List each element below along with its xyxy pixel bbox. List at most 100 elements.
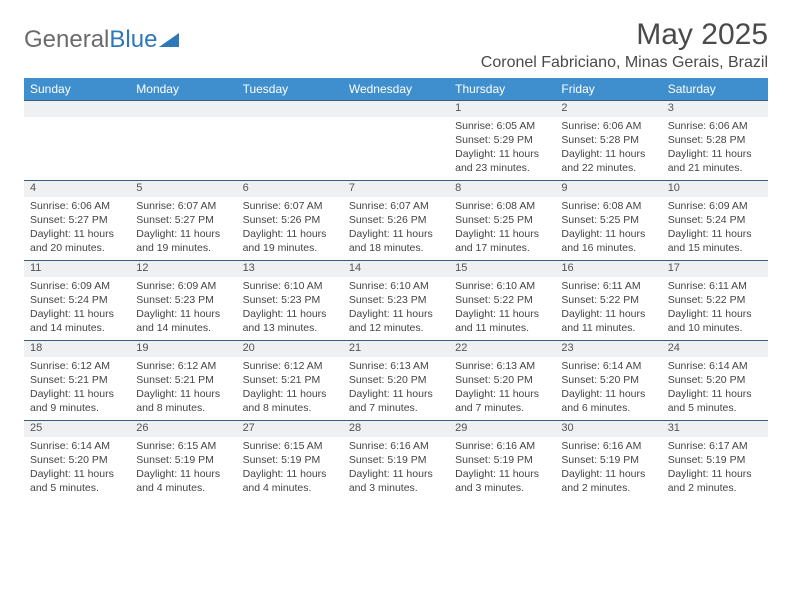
sunrise-text: Sunrise: 6:09 AM bbox=[30, 279, 124, 293]
week-number-row: 25262728293031 bbox=[24, 421, 768, 437]
day-number-cell: 13 bbox=[237, 261, 343, 277]
day-number-cell: 17 bbox=[662, 261, 768, 277]
daylight-text: Daylight: 11 hours and 16 minutes. bbox=[561, 227, 655, 255]
brand-triangle-icon bbox=[159, 33, 179, 47]
daylight-text: Daylight: 11 hours and 7 minutes. bbox=[349, 387, 443, 415]
day-number-cell: 15 bbox=[449, 261, 555, 277]
daylight-text: Daylight: 11 hours and 10 minutes. bbox=[668, 307, 762, 335]
sunset-text: Sunset: 5:20 PM bbox=[561, 373, 655, 387]
sunrise-text: Sunrise: 6:12 AM bbox=[136, 359, 230, 373]
daylight-text: Daylight: 11 hours and 2 minutes. bbox=[668, 467, 762, 495]
brand-logo: GeneralBlue bbox=[24, 18, 179, 54]
sunrise-text: Sunrise: 6:11 AM bbox=[668, 279, 762, 293]
sunrise-text: Sunrise: 6:09 AM bbox=[136, 279, 230, 293]
day-number-cell: 24 bbox=[662, 341, 768, 357]
day-number-cell: 9 bbox=[555, 181, 661, 197]
col-monday: Monday bbox=[130, 78, 236, 101]
day-number-cell: 21 bbox=[343, 341, 449, 357]
day-body-cell: Sunrise: 6:13 AMSunset: 5:20 PMDaylight:… bbox=[449, 357, 555, 421]
col-wednesday: Wednesday bbox=[343, 78, 449, 101]
sunrise-text: Sunrise: 6:13 AM bbox=[455, 359, 549, 373]
sunset-text: Sunset: 5:19 PM bbox=[243, 453, 337, 467]
sunset-text: Sunset: 5:26 PM bbox=[243, 213, 337, 227]
day-number-cell: 31 bbox=[662, 421, 768, 437]
daylight-text: Daylight: 11 hours and 15 minutes. bbox=[668, 227, 762, 255]
sunrise-text: Sunrise: 6:11 AM bbox=[561, 279, 655, 293]
day-body-cell: Sunrise: 6:12 AMSunset: 5:21 PMDaylight:… bbox=[130, 357, 236, 421]
week-number-row: 45678910 bbox=[24, 181, 768, 197]
sunset-text: Sunset: 5:19 PM bbox=[349, 453, 443, 467]
day-body-cell: Sunrise: 6:14 AMSunset: 5:20 PMDaylight:… bbox=[555, 357, 661, 421]
day-body-cell: Sunrise: 6:10 AMSunset: 5:23 PMDaylight:… bbox=[343, 277, 449, 341]
sunset-text: Sunset: 5:22 PM bbox=[668, 293, 762, 307]
week-body-row: Sunrise: 6:06 AMSunset: 5:27 PMDaylight:… bbox=[24, 197, 768, 261]
sunrise-text: Sunrise: 6:08 AM bbox=[455, 199, 549, 213]
day-body-cell: Sunrise: 6:09 AMSunset: 5:24 PMDaylight:… bbox=[24, 277, 130, 341]
sunrise-text: Sunrise: 6:16 AM bbox=[455, 439, 549, 453]
daylight-text: Daylight: 11 hours and 7 minutes. bbox=[455, 387, 549, 415]
col-saturday: Saturday bbox=[662, 78, 768, 101]
sunrise-text: Sunrise: 6:14 AM bbox=[668, 359, 762, 373]
sunset-text: Sunset: 5:23 PM bbox=[349, 293, 443, 307]
week-number-row: 18192021222324 bbox=[24, 341, 768, 357]
col-sunday: Sunday bbox=[24, 78, 130, 101]
day-number-cell: 14 bbox=[343, 261, 449, 277]
sunset-text: Sunset: 5:22 PM bbox=[561, 293, 655, 307]
sunrise-text: Sunrise: 6:10 AM bbox=[349, 279, 443, 293]
daylight-text: Daylight: 11 hours and 12 minutes. bbox=[349, 307, 443, 335]
sunset-text: Sunset: 5:22 PM bbox=[455, 293, 549, 307]
daylight-text: Daylight: 11 hours and 14 minutes. bbox=[136, 307, 230, 335]
day-body-cell: Sunrise: 6:06 AMSunset: 5:27 PMDaylight:… bbox=[24, 197, 130, 261]
day-body-cell: Sunrise: 6:07 AMSunset: 5:27 PMDaylight:… bbox=[130, 197, 236, 261]
sunset-text: Sunset: 5:20 PM bbox=[455, 373, 549, 387]
calendar-table: Sunday Monday Tuesday Wednesday Thursday… bbox=[24, 78, 768, 501]
day-body-cell: Sunrise: 6:15 AMSunset: 5:19 PMDaylight:… bbox=[237, 437, 343, 501]
daylight-text: Daylight: 11 hours and 11 minutes. bbox=[561, 307, 655, 335]
daylight-text: Daylight: 11 hours and 5 minutes. bbox=[668, 387, 762, 415]
sunrise-text: Sunrise: 6:07 AM bbox=[136, 199, 230, 213]
daylight-text: Daylight: 11 hours and 9 minutes. bbox=[30, 387, 124, 415]
sunrise-text: Sunrise: 6:10 AM bbox=[455, 279, 549, 293]
sunset-text: Sunset: 5:27 PM bbox=[136, 213, 230, 227]
day-number-cell bbox=[237, 101, 343, 117]
day-body-cell: Sunrise: 6:12 AMSunset: 5:21 PMDaylight:… bbox=[24, 357, 130, 421]
day-body-cell: Sunrise: 6:13 AMSunset: 5:20 PMDaylight:… bbox=[343, 357, 449, 421]
sunrise-text: Sunrise: 6:07 AM bbox=[349, 199, 443, 213]
sunrise-text: Sunrise: 6:16 AM bbox=[561, 439, 655, 453]
day-body-cell: Sunrise: 6:16 AMSunset: 5:19 PMDaylight:… bbox=[343, 437, 449, 501]
title-block: May 2025 Coronel Fabriciano, Minas Gerai… bbox=[481, 18, 768, 72]
day-body-cell: Sunrise: 6:11 AMSunset: 5:22 PMDaylight:… bbox=[555, 277, 661, 341]
daylight-text: Daylight: 11 hours and 4 minutes. bbox=[136, 467, 230, 495]
daylight-text: Daylight: 11 hours and 20 minutes. bbox=[30, 227, 124, 255]
day-body-cell: Sunrise: 6:07 AMSunset: 5:26 PMDaylight:… bbox=[237, 197, 343, 261]
day-body-cell: Sunrise: 6:16 AMSunset: 5:19 PMDaylight:… bbox=[449, 437, 555, 501]
day-body-cell: Sunrise: 6:11 AMSunset: 5:22 PMDaylight:… bbox=[662, 277, 768, 341]
daylight-text: Daylight: 11 hours and 8 minutes. bbox=[243, 387, 337, 415]
sunset-text: Sunset: 5:19 PM bbox=[561, 453, 655, 467]
sunset-text: Sunset: 5:23 PM bbox=[243, 293, 337, 307]
day-number-cell: 22 bbox=[449, 341, 555, 357]
day-number-cell: 8 bbox=[449, 181, 555, 197]
sunrise-text: Sunrise: 6:16 AM bbox=[349, 439, 443, 453]
day-body-cell: Sunrise: 6:10 AMSunset: 5:23 PMDaylight:… bbox=[237, 277, 343, 341]
daylight-text: Daylight: 11 hours and 4 minutes. bbox=[243, 467, 337, 495]
col-thursday: Thursday bbox=[449, 78, 555, 101]
day-number-cell: 19 bbox=[130, 341, 236, 357]
sunrise-text: Sunrise: 6:15 AM bbox=[136, 439, 230, 453]
day-body-cell: Sunrise: 6:14 AMSunset: 5:20 PMDaylight:… bbox=[24, 437, 130, 501]
daylight-text: Daylight: 11 hours and 3 minutes. bbox=[455, 467, 549, 495]
sunrise-text: Sunrise: 6:17 AM bbox=[668, 439, 762, 453]
day-body-cell bbox=[237, 117, 343, 181]
sunrise-text: Sunrise: 6:12 AM bbox=[243, 359, 337, 373]
day-number-cell: 4 bbox=[24, 181, 130, 197]
day-body-cell: Sunrise: 6:15 AMSunset: 5:19 PMDaylight:… bbox=[130, 437, 236, 501]
day-number-cell: 30 bbox=[555, 421, 661, 437]
day-body-cell bbox=[24, 117, 130, 181]
day-number-cell: 6 bbox=[237, 181, 343, 197]
sunset-text: Sunset: 5:19 PM bbox=[455, 453, 549, 467]
sunset-text: Sunset: 5:21 PM bbox=[136, 373, 230, 387]
daylight-text: Daylight: 11 hours and 3 minutes. bbox=[349, 467, 443, 495]
sunset-text: Sunset: 5:21 PM bbox=[30, 373, 124, 387]
day-number-cell: 25 bbox=[24, 421, 130, 437]
sunrise-text: Sunrise: 6:07 AM bbox=[243, 199, 337, 213]
